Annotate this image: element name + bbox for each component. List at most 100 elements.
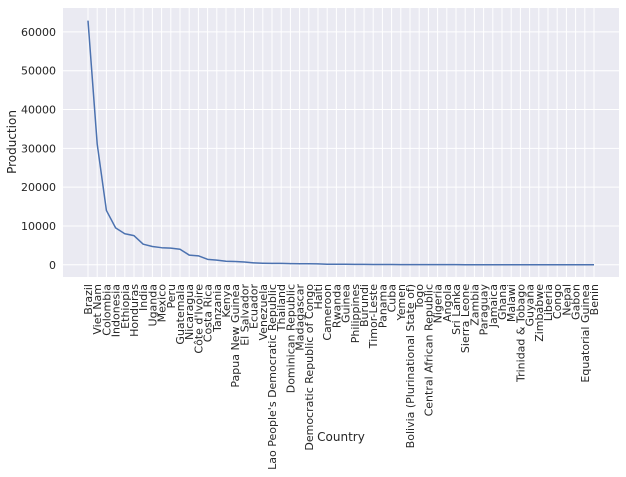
data-point: [363, 263, 366, 266]
x-tick-label: Lao People's Democratic Republic: [266, 284, 279, 470]
y-tick-label: 30000: [21, 142, 56, 155]
x-tick-label: Kenya: [220, 284, 233, 318]
x-tick-label: Zimbabwe: [533, 284, 546, 342]
x-tick-label: Burundi: [358, 284, 371, 327]
data-point: [179, 248, 182, 251]
x-tick-label: Viet Nam: [91, 284, 104, 335]
y-tick-label: 10000: [21, 220, 56, 233]
x-tick-label: Philippines: [349, 284, 362, 344]
x-tick-label: Angola: [441, 284, 454, 322]
data-point: [160, 246, 163, 249]
data-point: [243, 261, 246, 264]
x-tick-label: Thailand: [275, 284, 288, 332]
data-point: [390, 263, 393, 266]
x-tick-label: Côte d'Ivoire: [192, 284, 205, 354]
x-tick-label: Rwanda: [330, 284, 343, 328]
data-point: [105, 209, 108, 212]
data-point: [206, 258, 209, 261]
x-tick-label: Brazil: [82, 284, 95, 315]
x-tick-label: Malawi: [505, 284, 518, 322]
y-tick-label: 20000: [21, 181, 56, 194]
x-tick-label: Venezuela: [257, 284, 270, 341]
x-tick-label: Uganda: [146, 284, 159, 326]
x-tick-label: Cuba: [386, 284, 399, 312]
data-point: [501, 263, 504, 266]
data-point: [399, 263, 402, 266]
data-point: [409, 263, 412, 266]
x-tick-label: India: [137, 284, 150, 311]
x-tick-label: Yemen: [395, 284, 408, 322]
data-point: [372, 263, 375, 266]
x-tick-label: Guatemala: [174, 284, 187, 345]
data-point: [547, 263, 550, 266]
data-point: [565, 263, 568, 266]
x-tick-label: Jamaica: [487, 284, 500, 328]
production-series-line: [87, 20, 595, 266]
x-tick-label: Mexico: [156, 284, 169, 323]
x-axis-title: Country: [317, 430, 365, 444]
x-tick-label: Togo: [413, 284, 426, 311]
y-tick-label: 50000: [21, 65, 56, 78]
data-point: [427, 263, 430, 266]
x-tick-label: Cameroon: [321, 284, 334, 341]
y-tick-labels: 0 10000 20000 30000 40000 50000 60000: [21, 26, 56, 272]
data-point: [381, 263, 384, 266]
data-point: [133, 234, 136, 237]
data-point: [528, 263, 531, 266]
x-tick-label: Democratic Republic of Congo: [303, 284, 316, 451]
x-tick-label: Tanzania: [211, 284, 224, 333]
data-point: [96, 143, 99, 146]
data-point: [298, 262, 301, 265]
x-tick-label: Zambia: [468, 284, 481, 326]
x-tick-label: Guyana: [524, 284, 537, 326]
x-tick-label: Haiti: [312, 284, 325, 309]
data-point: [473, 263, 476, 266]
x-tick-label: Panama: [376, 284, 389, 328]
y-tick-label: 40000: [21, 104, 56, 117]
x-tick-label: Peru: [165, 284, 178, 309]
x-tick-label: Indonesia: [110, 284, 123, 337]
x-tick-label: Gabon: [570, 284, 583, 320]
data-point: [289, 262, 292, 265]
x-tick-label: Liberia: [542, 284, 555, 321]
data-point: [436, 263, 439, 266]
x-tick-label: Dominican Republic: [284, 284, 297, 393]
data-point: [482, 263, 485, 266]
x-tick-label: Trinidad & Tobago: [514, 284, 527, 383]
data-point: [326, 263, 329, 266]
data-point: [464, 263, 467, 266]
data-point: [353, 263, 356, 266]
data-point: [87, 19, 90, 22]
data-point: [418, 263, 421, 266]
plot-area-background: [63, 8, 619, 277]
data-point: [252, 261, 255, 264]
data-point: [151, 245, 154, 248]
data-point: [197, 254, 200, 257]
data-point: [142, 243, 145, 246]
data-point: [215, 259, 218, 262]
x-tick-label: Nigeria: [432, 284, 445, 323]
x-tick-label: Benin: [588, 284, 601, 315]
x-tick-label: Madagascar: [294, 284, 307, 351]
x-tick-label: Congo: [551, 284, 564, 319]
x-tick-label: Ghana: [496, 284, 509, 320]
data-point: [280, 262, 283, 265]
x-tick-label: Colombia: [100, 284, 113, 336]
data-point: [445, 263, 448, 266]
data-point: [491, 263, 494, 266]
data-point: [317, 262, 320, 265]
x-tick-label: Ecuador: [248, 284, 261, 329]
x-tick-label: Costa Rica: [202, 284, 215, 342]
data-point: [593, 263, 596, 266]
data-point: [234, 260, 237, 263]
x-tick-label: Paraguay: [478, 284, 491, 336]
data-point: [307, 262, 310, 265]
gridlines: [63, 8, 619, 277]
x-tick-label: Bolivia (Plurinational State of): [404, 284, 417, 448]
data-point: [583, 263, 586, 266]
x-tick-label: Equatorial Guinea: [579, 284, 592, 383]
x-tick-label: Nicaragua: [183, 284, 196, 340]
x-tick-label: El Salvador: [238, 284, 251, 346]
